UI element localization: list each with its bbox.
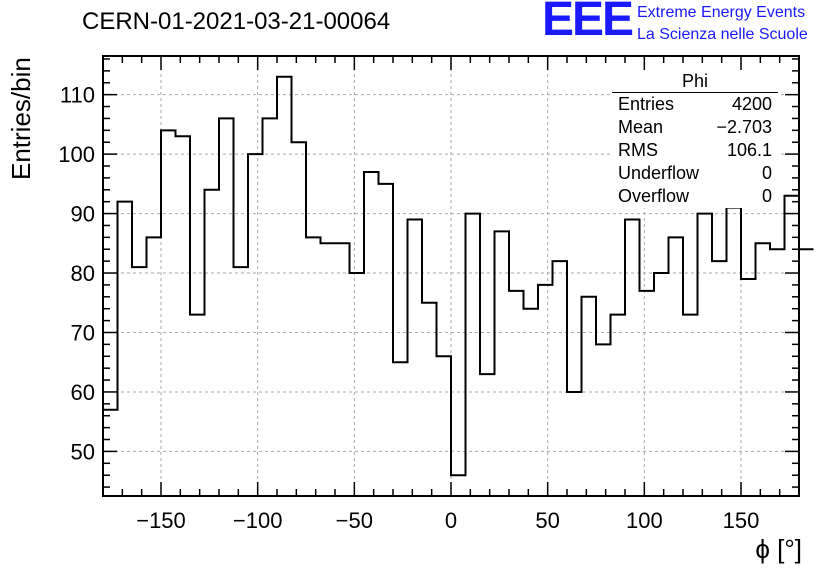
logo-text: Extreme Energy Events La Scienza nelle S… [637, 2, 808, 46]
y-tick-label: 90 [71, 202, 95, 227]
stats-label: Mean [618, 117, 664, 137]
x-tick-label: 100 [626, 508, 663, 533]
run-title: CERN-01-2021-03-21-00064 [82, 8, 391, 35]
x-tick-label: −150 [136, 508, 186, 533]
y-axis-label: Entries/bin [6, 57, 36, 180]
stats-row-overflow: Overflow 0 [612, 185, 778, 208]
stats-row-mean: Mean −2.703 [612, 116, 778, 139]
stats-label: Entries [618, 94, 675, 114]
stats-row-underflow: Underflow 0 [612, 162, 778, 185]
histogram-line [103, 75, 814, 477]
logo-line-2: La Scienza nelle Scuole [637, 26, 808, 43]
x-tick-label: 150 [723, 508, 760, 533]
stats-row-rms: RMS 106.1 [612, 139, 778, 162]
y-tick-label: 70 [71, 320, 95, 345]
stats-row-entries: Entries 4200 [612, 93, 778, 116]
y-tick-label: 80 [71, 261, 95, 286]
stats-label: RMS [618, 140, 658, 160]
eee-logo: EEE [542, 0, 634, 46]
stats-value: 0 [761, 163, 772, 183]
stats-value: 4200 [731, 94, 772, 114]
stats-title: Phi [612, 70, 778, 93]
stats-value: −2.703 [716, 117, 772, 137]
x-tick-label: 50 [535, 508, 559, 533]
y-tick-label: 110 [60, 83, 95, 108]
y-tick-label: 60 [71, 380, 95, 405]
x-tick-label: −50 [336, 508, 373, 533]
logo-line-1: Extreme Energy Events [637, 4, 806, 21]
stats-value: 0 [761, 186, 772, 206]
x-tick-label: 0 [445, 508, 457, 533]
y-tick-label: 50 [71, 439, 95, 464]
x-axis-label: ϕ [°] [755, 534, 802, 564]
stats-label: Underflow [618, 163, 700, 183]
x-tick-label: −100 [233, 508, 283, 533]
stats-box: Phi Entries 4200 Mean −2.703 RMS 106.1 U… [612, 70, 778, 208]
axis-ticks [103, 56, 799, 496]
stats-value: 106.1 [726, 140, 772, 160]
axis-tick-labels: −150 −100 −50 0 50 100 150 50 60 70 80 90 100 110 [58, 83, 759, 533]
stats-label: Overflow [618, 186, 690, 206]
y-tick-label: 100 [58, 142, 95, 167]
